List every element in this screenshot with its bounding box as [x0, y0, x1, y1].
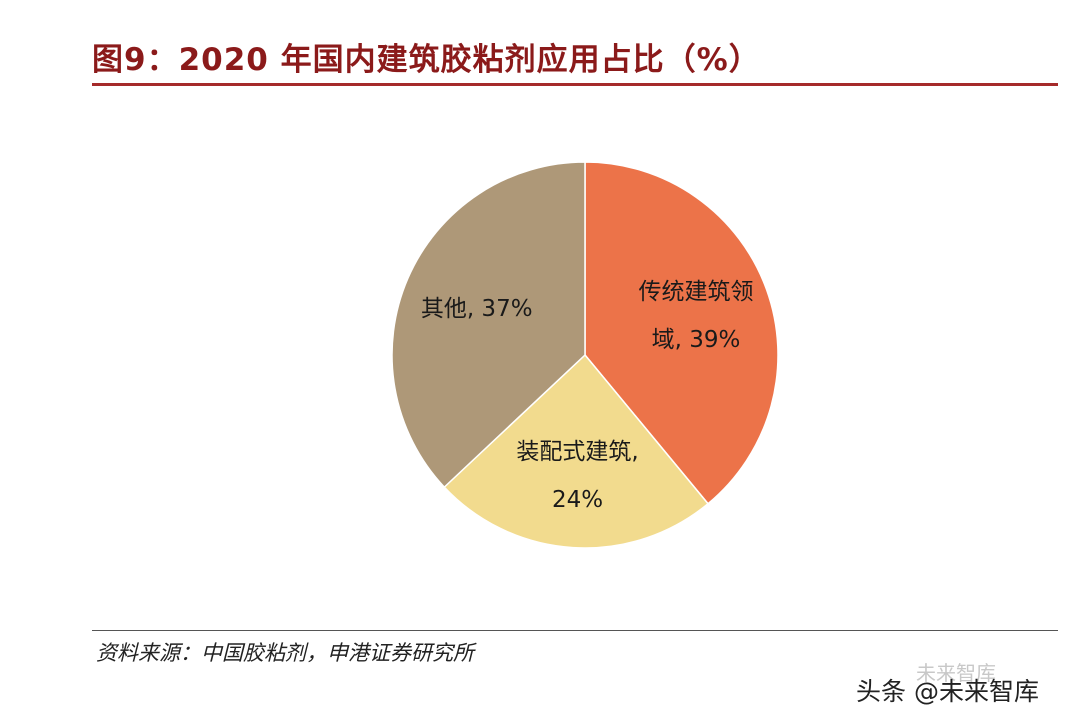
source-note: 资料来源：中国胶粘剂，申港证券研究所 [96, 641, 474, 665]
pie-slice-label-line: 域, 39% [652, 327, 741, 353]
pie-slice-0 [584, 161, 779, 505]
pie-slice-label-line: 装配式建筑, [516, 439, 638, 465]
source-divider [92, 630, 1058, 631]
pie-labels: 传统建筑领域, 39% 装配式建筑, 24% 其他, 37% [421, 279, 754, 513]
watermark-ghost: 未来智库 [916, 661, 996, 685]
pie-slice-label-line: 传统建筑领 [639, 279, 754, 305]
pie-slice-label-1: 装配式建筑, 24% [516, 439, 638, 513]
pie-slices [391, 161, 779, 549]
title-divider [92, 83, 1058, 86]
pie-slice-label-line: 24% [552, 487, 603, 513]
pie-slice-label-0: 传统建筑领域, 39% [639, 279, 754, 353]
pie-slice-2 [391, 161, 586, 489]
pie-slice-label-line: 其他, 37% [421, 296, 533, 322]
pie-slice-1 [443, 353, 710, 549]
pie-slice-label-2: 其他, 37% [421, 296, 533, 322]
watermark: 头条 @未来智库 [856, 677, 1039, 706]
chart-title: 图9：2020 年国内建筑胶粘剂应用占比（%） [92, 42, 761, 78]
